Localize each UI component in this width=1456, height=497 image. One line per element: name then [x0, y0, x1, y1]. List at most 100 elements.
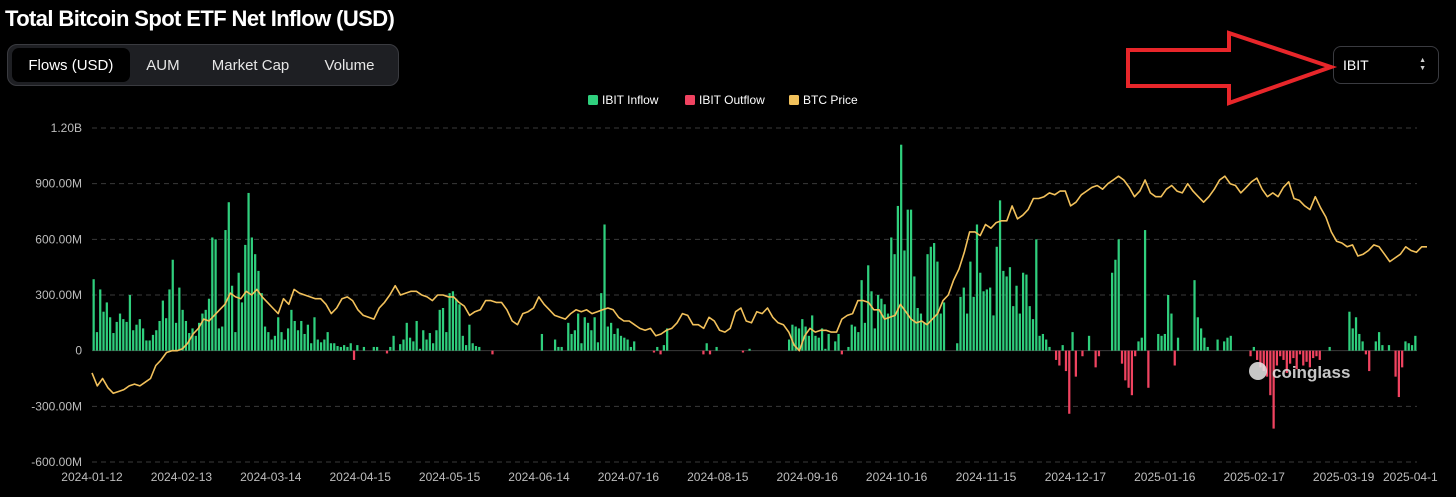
outflow-bar[interactable] — [840, 350, 843, 355]
inflow-bar[interactable] — [204, 309, 207, 351]
inflow-bar[interactable] — [207, 298, 211, 351]
inflow-bar[interactable] — [807, 335, 811, 351]
inflow-bar[interactable] — [1160, 335, 1163, 351]
outflow-bar[interactable] — [1368, 350, 1371, 372]
outflow-bar[interactable] — [1147, 350, 1150, 388]
outflow-bar[interactable] — [1130, 350, 1134, 396]
inflow-bar[interactable] — [399, 344, 402, 351]
inflow-bar[interactable] — [346, 346, 349, 351]
inflow-bar[interactable] — [590, 330, 593, 351]
inflow-bar[interactable] — [1203, 337, 1206, 351]
inflow-bar[interactable] — [257, 270, 260, 351]
inflow-bar[interactable] — [820, 328, 824, 351]
inflow-bar[interactable] — [135, 324, 138, 351]
outflow-bar[interactable] — [1081, 350, 1084, 357]
inflow-bar[interactable] — [580, 343, 583, 351]
inflow-bar[interactable] — [801, 319, 804, 351]
inflow-bar[interactable] — [982, 291, 985, 351]
inflow-bar[interactable] — [461, 335, 464, 351]
inflow-bar[interactable] — [923, 322, 926, 351]
inflow-bar[interactable] — [893, 254, 896, 351]
inflow-bar[interactable] — [138, 319, 141, 351]
inflow-bar[interactable] — [372, 346, 375, 351]
inflow-bar[interactable] — [1223, 341, 1226, 351]
inflow-bar[interactable] — [296, 330, 300, 351]
inflow-bar[interactable] — [1374, 341, 1377, 351]
inflow-bar[interactable] — [464, 345, 468, 351]
inflow-bar[interactable] — [1038, 335, 1041, 351]
inflow-bar[interactable] — [158, 320, 161, 351]
outflow-bar[interactable] — [1312, 350, 1315, 359]
inflow-bar[interactable] — [553, 339, 557, 351]
inflow-bar[interactable] — [567, 322, 570, 351]
inflow-bar[interactable] — [214, 239, 217, 351]
inflow-bar[interactable] — [280, 332, 283, 351]
inflow-bar[interactable] — [428, 333, 431, 351]
inflow-bar[interactable] — [1328, 346, 1331, 351]
legend-label[interactable]: BTC Price — [803, 93, 858, 107]
inflow-bar[interactable] — [260, 293, 263, 351]
inflow-bar[interactable] — [1087, 335, 1091, 351]
inflow-bar[interactable] — [1193, 280, 1196, 351]
inflow-bar[interactable] — [900, 144, 903, 351]
inflow-bar[interactable] — [1117, 239, 1120, 351]
inflow-bar[interactable] — [451, 291, 455, 351]
inflow-bar[interactable] — [619, 335, 623, 351]
inflow-bar[interactable] — [824, 348, 827, 351]
outflow-bar[interactable] — [1288, 350, 1292, 364]
inflow-bar[interactable] — [909, 209, 913, 351]
inflow-bar[interactable] — [247, 192, 250, 351]
inflow-bar[interactable] — [939, 313, 942, 351]
inflow-bar[interactable] — [870, 291, 873, 351]
inflow-bar[interactable] — [1008, 267, 1012, 351]
inflow-bar[interactable] — [227, 202, 230, 351]
inflow-bar[interactable] — [1114, 259, 1117, 351]
inflow-bar[interactable] — [323, 339, 326, 351]
outflow-bar[interactable] — [1272, 350, 1275, 429]
inflow-bar[interactable] — [168, 289, 171, 351]
inflow-bar[interactable] — [1226, 337, 1229, 351]
inflow-bar[interactable] — [883, 304, 886, 351]
inflow-bar[interactable] — [876, 295, 880, 351]
inflow-bar[interactable] — [293, 320, 296, 351]
tab-market-cap[interactable]: Market Cap — [211, 56, 290, 74]
inflow-bar[interactable] — [880, 298, 883, 351]
inflow-bar[interactable] — [1216, 339, 1219, 351]
etf-selector[interactable]: IBIT ▲ ▼ — [1333, 46, 1439, 84]
outflow-bar[interactable] — [1097, 350, 1101, 357]
outflow-bar[interactable] — [741, 350, 745, 353]
inflow-bar[interactable] — [300, 320, 303, 351]
inflow-bar[interactable] — [375, 346, 379, 351]
inflow-bar[interactable] — [283, 339, 286, 351]
inflow-bar[interactable] — [349, 343, 352, 351]
inflow-bar[interactable] — [989, 287, 992, 351]
inflow-bar[interactable] — [1012, 306, 1015, 351]
outflow-bar[interactable] — [1397, 350, 1400, 398]
outflow-bar[interactable] — [352, 350, 356, 360]
inflow-bar[interactable] — [171, 259, 174, 351]
inflow-bar[interactable] — [629, 346, 633, 351]
outflow-bar[interactable] — [1173, 350, 1176, 366]
outflow-bar[interactable] — [1308, 350, 1311, 368]
inflow-bar[interactable] — [1206, 346, 1209, 351]
inflow-bar[interactable] — [112, 333, 115, 351]
inflow-bar[interactable] — [402, 339, 405, 351]
outflow-bar[interactable] — [1279, 350, 1282, 357]
outflow-bar[interactable] — [1364, 350, 1368, 355]
inflow-bar[interactable] — [184, 320, 188, 351]
inflow-bar[interactable] — [151, 334, 155, 351]
outflow-bar[interactable] — [1134, 350, 1137, 357]
inflow-bar[interactable] — [310, 343, 313, 351]
inflow-bar[interactable] — [412, 341, 415, 351]
inflow-bar[interactable] — [319, 342, 323, 351]
inflow-bar[interactable] — [201, 313, 204, 351]
inflow-bar[interactable] — [929, 246, 932, 351]
inflow-bar[interactable] — [942, 302, 946, 351]
inflow-bar[interactable] — [1196, 317, 1199, 351]
inflow-bar[interactable] — [458, 304, 461, 351]
inflow-bar[interactable] — [438, 309, 441, 351]
inflow-bar[interactable] — [422, 330, 425, 351]
inflow-bar[interactable] — [95, 332, 99, 351]
inflow-bar[interactable] — [979, 272, 982, 351]
inflow-bar[interactable] — [817, 337, 820, 351]
